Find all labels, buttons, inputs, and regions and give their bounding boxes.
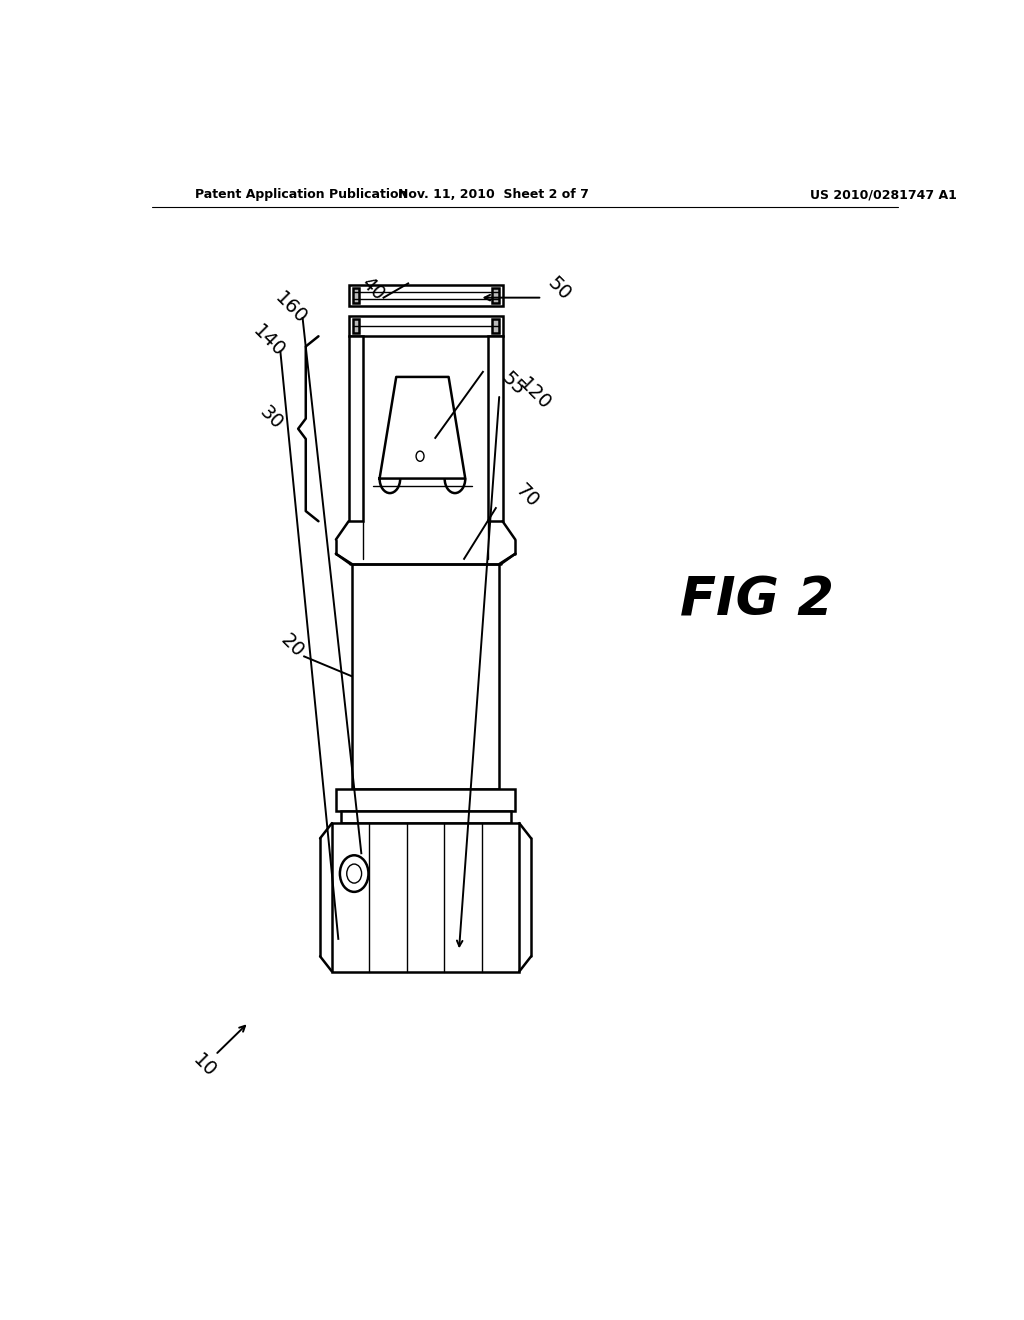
Bar [352,289,359,302]
Text: 40: 40 [357,273,388,304]
Bar [341,810,511,824]
Text: 30: 30 [255,403,287,433]
Text: 140: 140 [249,322,289,362]
Text: 120: 120 [515,375,555,414]
Text: Nov. 11, 2010  Sheet 2 of 7: Nov. 11, 2010 Sheet 2 of 7 [397,189,589,202]
Bar [493,319,499,333]
Bar [348,285,503,306]
Text: 20: 20 [276,631,307,661]
Text: US 2010/0281747 A1: US 2010/0281747 A1 [811,189,957,202]
Bar [352,319,359,333]
Text: 55: 55 [498,368,528,400]
Text: 50: 50 [544,273,574,304]
Bar [352,564,500,788]
Bar [332,824,519,972]
Text: Patent Application Publication: Patent Application Publication [196,189,408,202]
Text: 70: 70 [512,480,543,511]
Text: 160: 160 [271,288,310,327]
Bar [348,337,362,521]
Text: FIG 2: FIG 2 [680,574,834,627]
Bar [493,289,499,302]
Text: 10: 10 [188,1051,219,1081]
Bar [488,337,503,521]
Bar [348,315,503,337]
Bar [336,788,515,810]
